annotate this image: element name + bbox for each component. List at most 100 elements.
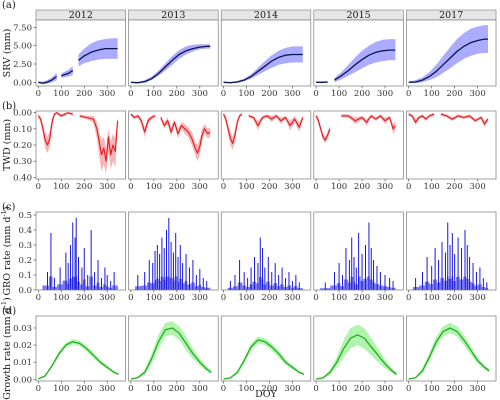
- y-tick-label: 0.40: [13, 173, 32, 183]
- x-tick-label: 300: [192, 384, 208, 394]
- series-line: [248, 115, 304, 128]
- y-axis-label: GRO rate (mm d-1): [0, 206, 13, 295]
- x-tick-label: 0: [36, 293, 41, 303]
- series-line: [79, 115, 119, 162]
- y-axis-label: SRV (mm): [2, 29, 13, 78]
- series-line: [160, 117, 211, 154]
- series-line: [130, 45, 211, 84]
- y-axis-label-superscript: -1: [0, 210, 8, 216]
- panel-letter: (b): [2, 101, 16, 112]
- x-tick-label: 100: [146, 89, 162, 99]
- facet-strip-label: 2017: [439, 10, 463, 21]
- x-tick-label: 0: [313, 384, 318, 394]
- x-tick-label: 100: [331, 182, 347, 192]
- series-line: [315, 115, 331, 141]
- x-tick-label: 0: [313, 293, 318, 303]
- facet-panel: 0 100 200 300: [220, 110, 312, 192]
- panel-border: [35, 19, 126, 87]
- x-tick-label: 200: [447, 293, 463, 303]
- x-tick-label: 300: [377, 293, 393, 303]
- y-tick-label: 0.03: [13, 324, 32, 334]
- y-tick-label: 0.1: [18, 271, 32, 281]
- x-tick-label: 100: [238, 182, 254, 192]
- panel-border: [313, 315, 404, 382]
- panel-border: [220, 315, 312, 382]
- panel-border: [220, 19, 312, 87]
- panel-letter: (d): [2, 306, 16, 317]
- facet-strip-label: 2013: [161, 10, 185, 21]
- panel-border: [406, 110, 497, 180]
- x-tick-label: 200: [261, 293, 277, 303]
- y-axis-label-text: ): [2, 297, 13, 301]
- panel-background: [128, 20, 219, 86]
- x-tick-label: 300: [192, 182, 208, 192]
- series-line: [130, 327, 212, 380]
- x-tick-label: 0: [406, 293, 411, 303]
- x-tick-label: 0: [128, 384, 133, 394]
- facet-strip: 2014: [220, 9, 312, 21]
- uncertainty-band: [408, 322, 490, 380]
- x-tick-label: 100: [424, 89, 440, 99]
- x-tick-label: 300: [470, 384, 486, 394]
- uncertainty-band: [38, 72, 57, 85]
- x-tick-label: 100: [238, 293, 254, 303]
- x-tick-label: 100: [331, 89, 347, 99]
- x-tick-label: 100: [53, 384, 69, 394]
- y-tick-label: 0.3: [18, 241, 32, 251]
- y-tick-label: 0.00: [13, 109, 32, 119]
- series-line: [341, 115, 396, 130]
- y-tick-label: 0.2: [18, 256, 32, 266]
- x-tick-label: 100: [53, 89, 69, 99]
- x-tick-label: 100: [424, 293, 440, 303]
- series-line: [408, 113, 435, 123]
- series-line: [37, 112, 73, 146]
- x-tick-label: 100: [146, 384, 162, 394]
- panel-border: [220, 110, 312, 180]
- facet-panel: 0 100 200 300: [128, 315, 219, 394]
- x-tick-label: 0: [36, 89, 41, 99]
- x-tick-label: 300: [377, 182, 393, 192]
- facet-strip-label: 2015: [347, 10, 371, 21]
- x-tick-label: 200: [76, 293, 92, 303]
- facet-strip: 2013: [128, 9, 219, 21]
- panel-border: [128, 19, 219, 87]
- x-tick-label: 100: [424, 384, 440, 394]
- x-tick-label: 0: [36, 384, 41, 394]
- facet-panel: 0 100 200 300: [128, 211, 219, 303]
- x-tick-label: 200: [447, 384, 463, 394]
- facet-panel: 0 100 200 300: [221, 211, 312, 303]
- panel-border: [406, 19, 497, 87]
- facet-panel: 0 100 200 300: [406, 211, 497, 303]
- facet-panel: 0 100 200 300: [220, 315, 312, 394]
- panel-border: [313, 110, 404, 180]
- x-tick-label: 200: [447, 89, 463, 99]
- uncertainty-band: [130, 321, 212, 380]
- panel-background: [406, 212, 496, 290]
- uncertainty-band: [316, 114, 330, 144]
- x-tick-label: 200: [261, 182, 277, 192]
- series-line: [130, 113, 156, 133]
- x-tick-label: 300: [284, 182, 300, 192]
- x-tick-label: 0: [221, 182, 226, 192]
- x-tick-label: 200: [261, 384, 277, 394]
- uncertainty-band: [440, 112, 488, 128]
- y-axis-label-superscript: -1: [0, 301, 8, 307]
- x-tick-label: 200: [261, 89, 277, 99]
- x-tick-label: 0: [128, 89, 133, 99]
- y-tick-label: 5.00: [13, 42, 32, 52]
- panel-background: [313, 111, 404, 179]
- x-tick-label: 0: [313, 89, 318, 99]
- x-tick-label: 200: [354, 384, 370, 394]
- x-axis-label: DOY: [255, 389, 277, 400]
- y-tick-label: 0.30: [13, 157, 32, 167]
- x-tick-label: 300: [284, 293, 300, 303]
- x-tick-label: 300: [99, 384, 115, 394]
- x-tick-label: 300: [192, 89, 208, 99]
- x-tick-label: 100: [146, 293, 162, 303]
- facet-panel: 0 100 200 300: [313, 19, 404, 99]
- panel-background: [406, 111, 496, 179]
- uncertainty-band: [334, 39, 396, 83]
- x-tick-label: 100: [238, 89, 254, 99]
- x-tick-label: 0: [221, 89, 226, 99]
